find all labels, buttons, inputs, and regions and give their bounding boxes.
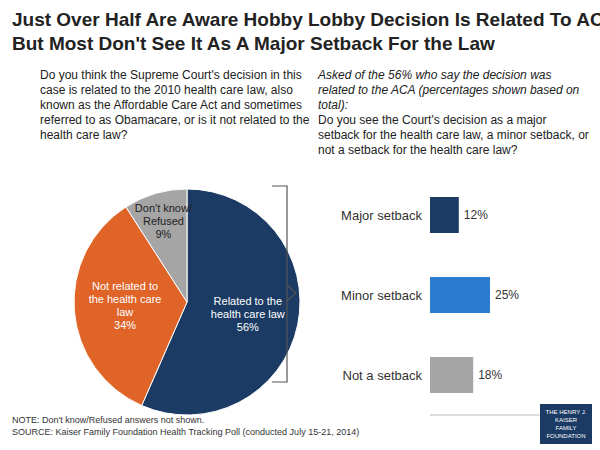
svg-text:Not a setback: Not a setback (343, 368, 423, 383)
svg-text:12%: 12% (464, 208, 488, 222)
html-text:FOUNDATION: FOUNDATION (546, 433, 586, 439)
html-text:Do you think the Supreme Court: Do you think the Supreme Court's decisio… (40, 68, 310, 142)
html-text:FAMILY: FAMILY (555, 425, 577, 431)
html-text:Asked of the 56% who say the d: Asked of the 56% who say the decision wa… (318, 68, 580, 112)
html-text:THE HENRY J.: THE HENRY J. (545, 409, 587, 415)
svg-text:Don't know/Refused9%: Don't know/Refused9% (135, 202, 193, 240)
svg-text:Minor setback: Minor setback (341, 288, 422, 303)
html-text:SOURCE: Kaiser Family Foundati: SOURCE: Kaiser Family Foundation Health … (12, 427, 360, 437)
html-text:But Most Don't See It As A Maj: But Most Don't See It As A Major Setback… (12, 33, 495, 54)
svg-text:Major setback: Major setback (341, 208, 422, 223)
html-text:KAISER: KAISER (555, 417, 577, 423)
svg-text:Related to thehealth care law5: Related to thehealth care law56% (211, 295, 285, 333)
svg-text:18%: 18% (478, 368, 502, 382)
svg-text:Not related tothe health carel: Not related tothe health carelaw34% (89, 280, 162, 331)
html-text:NOTE: Don't know/Refused answe: NOTE: Don't know/Refused answers not sho… (12, 415, 205, 425)
html-text:Do you see the Court's decisio: Do you see the Court's decision as a maj… (318, 113, 589, 157)
svg-text:25%: 25% (495, 288, 519, 302)
